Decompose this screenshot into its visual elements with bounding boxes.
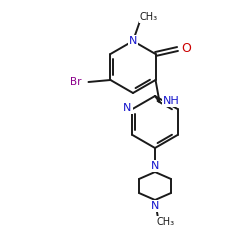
Text: CH₃: CH₃ bbox=[157, 217, 175, 227]
Text: N: N bbox=[151, 201, 159, 211]
Text: N: N bbox=[129, 36, 137, 46]
Text: Br: Br bbox=[70, 77, 81, 87]
Text: N: N bbox=[151, 161, 159, 171]
Text: NH: NH bbox=[163, 96, 180, 106]
Text: N: N bbox=[123, 103, 132, 113]
Text: CH₃: CH₃ bbox=[140, 12, 158, 22]
Text: O: O bbox=[182, 42, 192, 56]
